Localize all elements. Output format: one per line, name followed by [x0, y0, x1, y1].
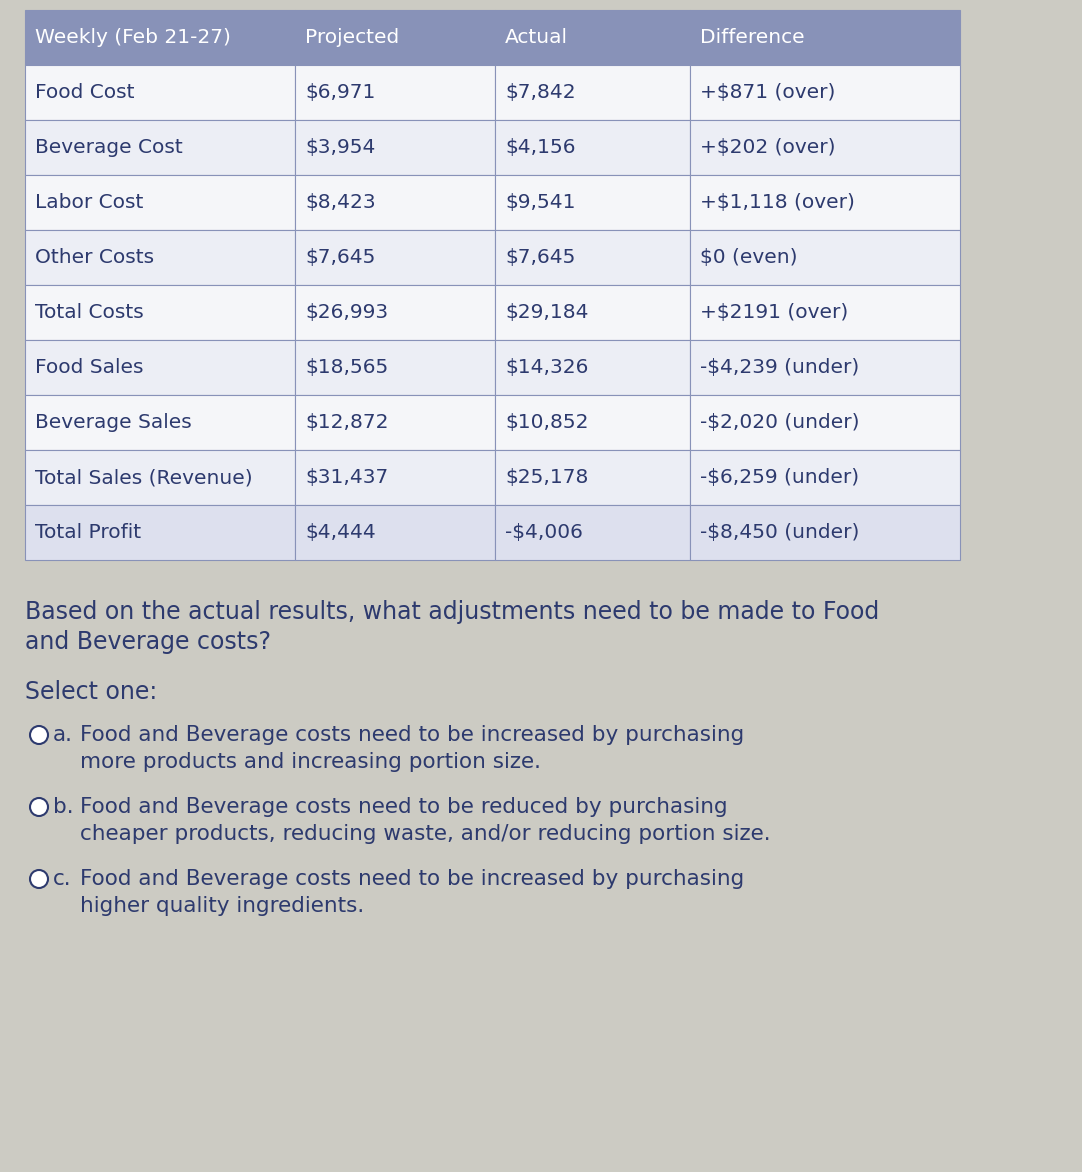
Text: Food Sales: Food Sales: [35, 357, 144, 377]
Text: -$4,239 (under): -$4,239 (under): [700, 357, 859, 377]
Text: -$8,450 (under): -$8,450 (under): [700, 523, 859, 541]
Bar: [494, 11, 690, 64]
Text: $6,971: $6,971: [305, 83, 375, 102]
Text: Actual: Actual: [505, 28, 568, 47]
Bar: [494, 505, 690, 560]
Text: Difference: Difference: [700, 28, 805, 47]
Text: higher quality ingredients.: higher quality ingredients.: [80, 897, 365, 917]
Text: Food and Beverage costs need to be increased by purchasing: Food and Beverage costs need to be incre…: [80, 868, 744, 890]
Text: Weekly (Feb 21-27): Weekly (Feb 21-27): [35, 28, 230, 47]
Bar: [690, 175, 960, 230]
Circle shape: [30, 870, 48, 888]
Text: Projected: Projected: [305, 28, 399, 47]
Text: and Beverage costs?: and Beverage costs?: [25, 631, 270, 654]
Text: $25,178: $25,178: [505, 468, 589, 488]
Text: $10,852: $10,852: [505, 413, 589, 432]
Bar: [494, 285, 690, 340]
Text: +$1,118 (over): +$1,118 (over): [700, 193, 855, 212]
Text: $7,645: $7,645: [305, 248, 375, 267]
Bar: [25, 230, 295, 285]
Bar: [25, 120, 295, 175]
Bar: [25, 64, 295, 120]
Text: b.: b.: [53, 797, 74, 817]
Text: +$871 (over): +$871 (over): [700, 83, 835, 102]
Bar: [25, 11, 295, 64]
Bar: [295, 395, 494, 450]
Bar: [690, 120, 960, 175]
Text: $7,842: $7,842: [505, 83, 576, 102]
Text: Total Costs: Total Costs: [35, 304, 144, 322]
Text: a.: a.: [53, 725, 72, 745]
Bar: [690, 505, 960, 560]
Bar: [25, 175, 295, 230]
Bar: [690, 285, 960, 340]
Text: $9,541: $9,541: [505, 193, 576, 212]
Bar: [690, 230, 960, 285]
Text: -$6,259 (under): -$6,259 (under): [700, 468, 859, 488]
Text: $8,423: $8,423: [305, 193, 375, 212]
Text: $12,872: $12,872: [305, 413, 388, 432]
Text: $4,156: $4,156: [505, 138, 576, 157]
Bar: [295, 64, 494, 120]
Text: +$202 (over): +$202 (over): [700, 138, 835, 157]
Text: Based on the actual results, what adjustments need to be made to Food: Based on the actual results, what adjust…: [25, 600, 880, 624]
Bar: [494, 120, 690, 175]
Text: $4,444: $4,444: [305, 523, 375, 541]
Text: c.: c.: [53, 868, 71, 890]
Text: $3,954: $3,954: [305, 138, 375, 157]
Bar: [25, 340, 295, 395]
Text: Total Sales (Revenue): Total Sales (Revenue): [35, 468, 252, 488]
Text: Select one:: Select one:: [25, 680, 157, 704]
Text: Food Cost: Food Cost: [35, 83, 134, 102]
Text: cheaper products, reducing waste, and/or reducing portion size.: cheaper products, reducing waste, and/or…: [80, 824, 770, 844]
Text: $14,326: $14,326: [505, 357, 589, 377]
Bar: [295, 505, 494, 560]
Bar: [295, 120, 494, 175]
Bar: [494, 230, 690, 285]
Text: $18,565: $18,565: [305, 357, 388, 377]
Bar: [295, 340, 494, 395]
Text: Beverage Cost: Beverage Cost: [35, 138, 183, 157]
Bar: [25, 505, 295, 560]
Bar: [25, 395, 295, 450]
Bar: [295, 175, 494, 230]
Bar: [690, 395, 960, 450]
Bar: [295, 285, 494, 340]
Text: Beverage Sales: Beverage Sales: [35, 413, 192, 432]
Bar: [690, 64, 960, 120]
Bar: [494, 450, 690, 505]
Text: -$4,006: -$4,006: [505, 523, 583, 541]
Bar: [494, 175, 690, 230]
Text: more products and increasing portion size.: more products and increasing portion siz…: [80, 752, 541, 772]
Text: $29,184: $29,184: [505, 304, 589, 322]
Bar: [690, 11, 960, 64]
Bar: [494, 395, 690, 450]
Text: Food and Beverage costs need to be increased by purchasing: Food and Beverage costs need to be incre…: [80, 725, 744, 745]
Bar: [295, 11, 494, 64]
Bar: [295, 230, 494, 285]
Bar: [494, 340, 690, 395]
Bar: [690, 450, 960, 505]
Text: Other Costs: Other Costs: [35, 248, 154, 267]
Bar: [295, 450, 494, 505]
Text: Total Profit: Total Profit: [35, 523, 141, 541]
Text: +$2191 (over): +$2191 (over): [700, 304, 848, 322]
Text: Labor Cost: Labor Cost: [35, 193, 144, 212]
Text: $31,437: $31,437: [305, 468, 388, 488]
Text: $0 (even): $0 (even): [700, 248, 797, 267]
Text: $7,645: $7,645: [505, 248, 576, 267]
Bar: [25, 450, 295, 505]
Text: -$2,020 (under): -$2,020 (under): [700, 413, 859, 432]
Circle shape: [30, 798, 48, 816]
Bar: [25, 285, 295, 340]
Text: Food and Beverage costs need to be reduced by purchasing: Food and Beverage costs need to be reduc…: [80, 797, 727, 817]
Circle shape: [30, 725, 48, 744]
Bar: [494, 64, 690, 120]
Text: $26,993: $26,993: [305, 304, 388, 322]
Bar: [690, 340, 960, 395]
